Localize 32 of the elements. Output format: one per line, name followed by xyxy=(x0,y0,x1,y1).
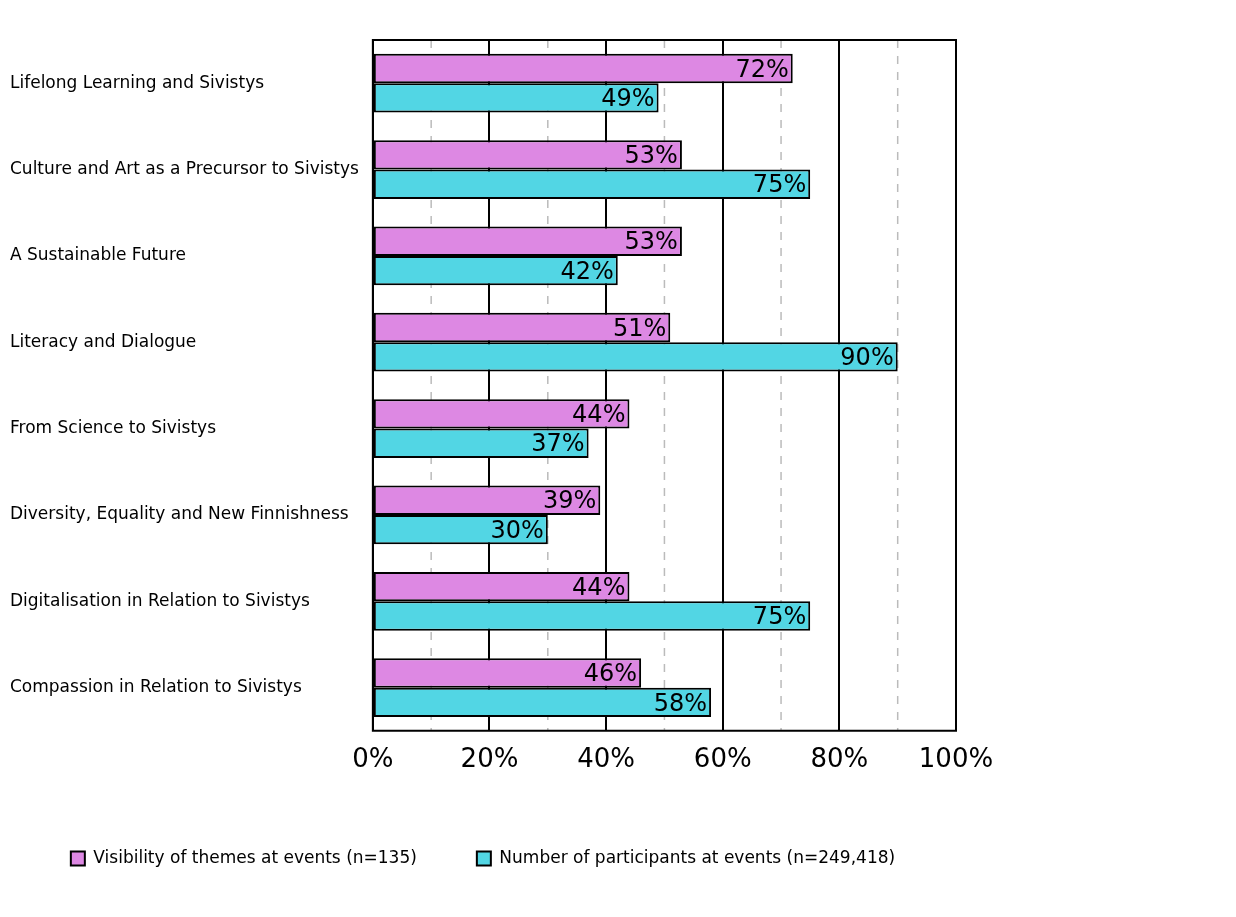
data-label: 39% xyxy=(542,486,597,515)
data-label: 90% xyxy=(840,343,894,372)
data-label: 46% xyxy=(583,659,638,688)
data-label: 75% xyxy=(752,170,807,199)
data-label: 58% xyxy=(653,688,708,717)
data-label: 42% xyxy=(560,256,614,285)
y-tick-label: A Sustainable Future xyxy=(10,244,186,265)
x-tick-label: 0% xyxy=(352,743,394,774)
data-label: 75% xyxy=(752,602,807,631)
legend-label: Visibility of themes at events (n=135) xyxy=(93,846,417,867)
data-label: 53% xyxy=(624,141,678,170)
data-label: 72% xyxy=(735,54,789,83)
data-label: 53% xyxy=(624,227,678,256)
data-label: 37% xyxy=(531,429,585,458)
y-tick-label: From Science to Sivistys xyxy=(10,417,217,437)
y-tick-label: Diversity, Equality and New Finnishness xyxy=(10,503,349,524)
y-tick-label: Literacy and Dialogue xyxy=(10,330,197,351)
x-tick-label: 20% xyxy=(460,743,519,774)
data-label: 51% xyxy=(612,313,667,342)
data-label: 30% xyxy=(490,515,544,544)
data-label: 49% xyxy=(601,84,655,113)
x-tick-label: 60% xyxy=(693,743,752,774)
data-label: 44% xyxy=(572,400,626,429)
x-tick-label: 40% xyxy=(577,743,636,774)
legend-label: Number of participants at events (n=249,418) xyxy=(499,846,896,867)
y-tick-label: Culture and Art as a Precursor to Sivistys xyxy=(10,157,359,178)
x-tick-label: 100% xyxy=(918,743,994,774)
data-label: 44% xyxy=(572,572,626,601)
y-tick-label: Compassion in Relation to Sivistys xyxy=(10,676,302,697)
x-tick-label: 80% xyxy=(810,743,869,774)
y-tick-label: Lifelong Learning and Sivistys xyxy=(10,71,265,92)
y-tick-label: Digitalisation in Relation to Sivistys xyxy=(10,589,310,610)
